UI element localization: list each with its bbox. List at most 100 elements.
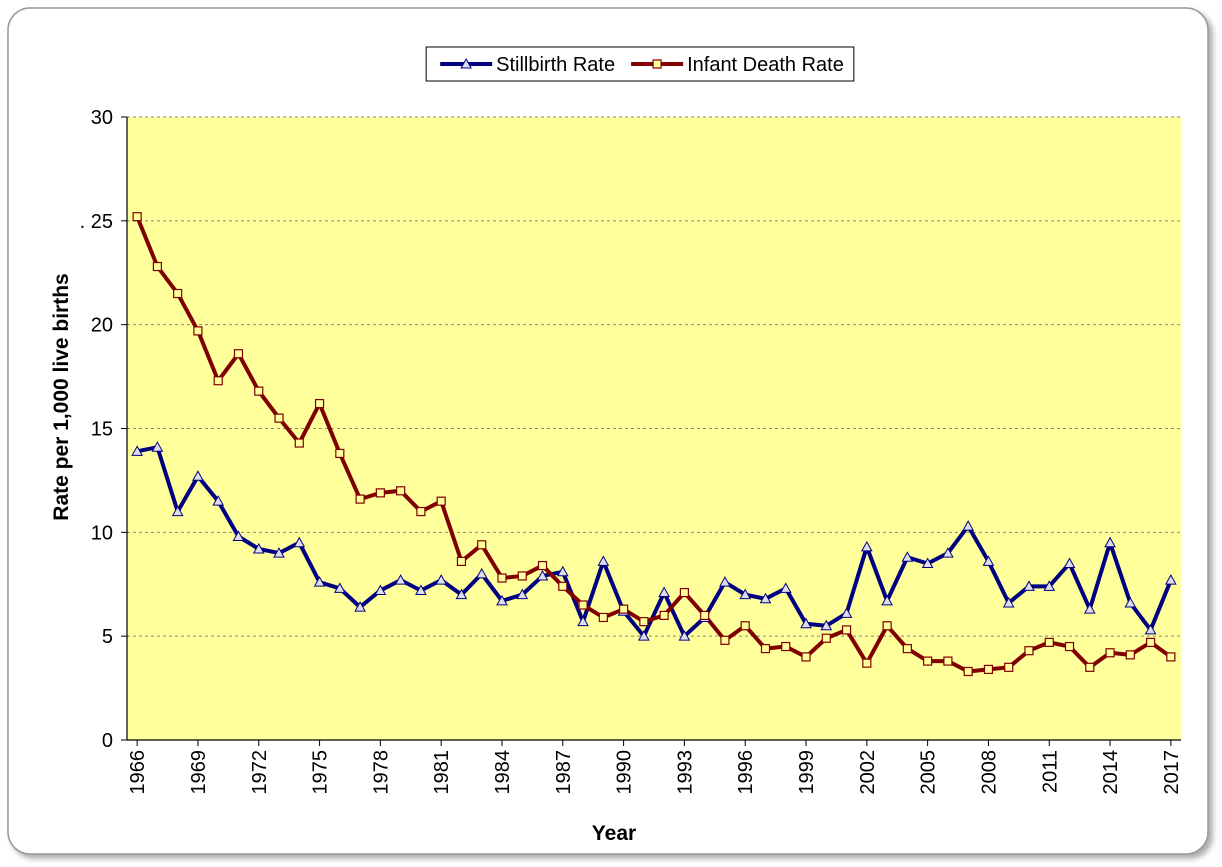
- marker-square: [152, 261, 163, 272]
- x-tick-label: 1972: [249, 750, 271, 795]
- marker-triangle: [516, 588, 529, 600]
- marker-triangle: [192, 470, 204, 481]
- marker-square: [254, 386, 264, 396]
- x-tick-label: 2002: [857, 750, 879, 795]
- x-tick-label: 1984: [492, 750, 514, 795]
- marker-triangle: [881, 594, 893, 606]
- marker-triangle: [374, 584, 387, 595]
- marker-triangle: [273, 547, 285, 558]
- x-tick-label: 1969: [188, 750, 210, 795]
- marker-triangle: [293, 536, 306, 548]
- marker-triangle: [1165, 574, 1177, 585]
- legend-label: Stillbirth Rate: [496, 54, 615, 76]
- x-tick-label: 1990: [614, 750, 636, 795]
- marker-triangle: [536, 569, 549, 581]
- x-tick-label: 1996: [735, 750, 757, 795]
- marker-square: [355, 494, 365, 504]
- marker-square: [740, 621, 750, 631]
- x-tick-label: 2017: [1161, 750, 1183, 795]
- marker-square: [760, 644, 771, 654]
- marker-square: [173, 288, 183, 299]
- marker-triangle: [739, 588, 752, 600]
- legend: Stillbirth Rate Infant Death Rate: [425, 46, 855, 82]
- marker-triangle: [921, 557, 934, 568]
- marker-square: [923, 656, 933, 666]
- y-axis-title: Rate per 1,000 live births: [50, 273, 73, 520]
- marker-square: [652, 59, 662, 69]
- marker-square: [983, 664, 994, 674]
- marker-square: [1105, 648, 1115, 658]
- marker-triangle: [1023, 580, 1035, 591]
- marker-triangle: [171, 505, 184, 517]
- marker-square: [477, 540, 487, 550]
- marker-square: [396, 486, 406, 496]
- marker-triangle: [658, 586, 670, 598]
- marker-square: [841, 625, 852, 635]
- marker-triangle: [435, 574, 448, 585]
- marker-triangle: [252, 542, 265, 554]
- marker-triangle: [577, 615, 589, 627]
- marker-triangle: [556, 565, 569, 577]
- y-tick-label: . 25: [80, 211, 113, 233]
- marker-square: [1085, 662, 1095, 672]
- marker-triangle: [638, 630, 650, 641]
- y-tick-label: 0: [102, 730, 113, 752]
- marker-triangle: [232, 530, 245, 541]
- marker-square: [558, 581, 568, 591]
- marker-square: [679, 587, 690, 598]
- marker-triangle: [942, 547, 954, 558]
- x-tick-label: 1981: [431, 750, 453, 795]
- marker-square: [882, 621, 892, 631]
- marker-square: [1145, 637, 1156, 647]
- marker-triangle: [860, 540, 873, 552]
- marker-triangle: [759, 592, 772, 604]
- marker-triangle: [779, 582, 792, 593]
- marker-square: [314, 398, 325, 409]
- marker-square: [375, 488, 385, 498]
- marker-triangle: [212, 495, 225, 506]
- marker-square: [963, 666, 973, 677]
- marker-triangle: [131, 445, 143, 456]
- marker-triangle: [496, 594, 508, 606]
- series-line: [135, 215, 1173, 674]
- marker-triangle: [982, 555, 995, 566]
- x-tick-label: 2005: [918, 750, 940, 795]
- marker-square: [416, 506, 426, 517]
- y-tick-label: 30: [91, 107, 113, 129]
- marker-triangle: [415, 584, 427, 595]
- marker-triangle: [333, 582, 346, 593]
- x-axis-title: Year: [592, 822, 636, 845]
- marker-square: [902, 644, 912, 654]
- marker-triangle: [313, 576, 326, 587]
- marker-square: [578, 600, 588, 610]
- series-line: [136, 445, 1173, 639]
- x-tick-label: 1966: [127, 750, 149, 795]
- marker-triangle: [1002, 596, 1015, 608]
- marker-triangle: [394, 574, 407, 585]
- marker-square: [781, 641, 791, 652]
- x-tick-label: 2008: [978, 750, 1000, 795]
- x-tick-label: 1987: [553, 750, 575, 795]
- marker-square: [456, 556, 467, 567]
- marker-square: [862, 658, 872, 668]
- x-tick-label: 1978: [370, 750, 392, 795]
- marker-square: [213, 376, 223, 386]
- marker-square: [274, 413, 284, 423]
- marker-triangle: [475, 567, 488, 579]
- marker-square: [1166, 652, 1176, 662]
- x-tick-label: 1993: [674, 750, 696, 795]
- marker-triangle: [1104, 536, 1116, 548]
- marker-triangle: [840, 607, 853, 618]
- y-tick-label: 20: [91, 315, 113, 337]
- marker-square: [639, 617, 649, 627]
- marker-square: [1064, 641, 1075, 652]
- y-tick-label: 10: [91, 522, 113, 544]
- marker-square: [537, 560, 548, 571]
- marker-square: [1044, 637, 1054, 647]
- marker-square: [598, 612, 608, 623]
- marker-square: [335, 448, 345, 459]
- marker-square: [436, 496, 446, 506]
- marker-triangle: [800, 617, 812, 629]
- marker-square: [659, 610, 669, 621]
